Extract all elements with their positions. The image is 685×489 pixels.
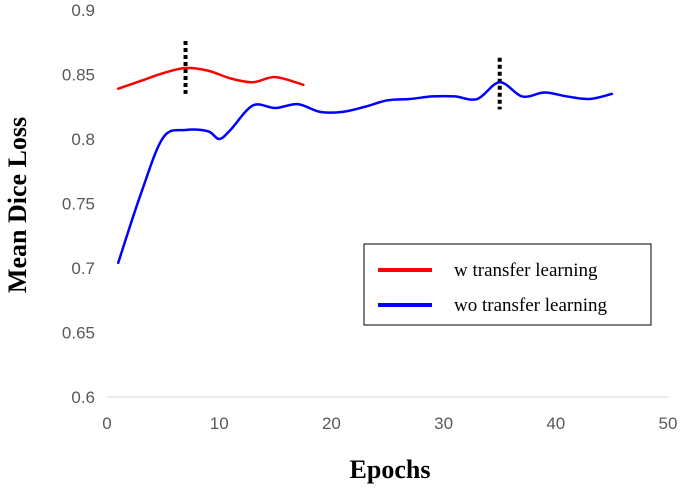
legend-label-wo-transfer: wo transfer learning xyxy=(454,295,607,316)
legend-box xyxy=(363,243,652,326)
y-tick-label: 0.8 xyxy=(71,130,95,149)
series-lines xyxy=(116,66,614,265)
epoch-markers xyxy=(183,40,502,110)
series-line-wo-transfer xyxy=(116,80,614,265)
legend-label-w-transfer: w transfer learning xyxy=(454,260,598,281)
y-tick-label: 0.65 xyxy=(62,324,95,343)
legend: w transfer learning wo transfer learning xyxy=(363,243,652,326)
series-line-w-transfer xyxy=(116,66,305,90)
x-axis-ticks: 0 10 20 30 40 50 xyxy=(102,414,677,433)
y-axis-ticks: 0.6 0.65 0.7 0.75 0.8 0.85 0.9 xyxy=(62,1,95,407)
y-axis-title: Mean Dice Loss xyxy=(3,117,32,293)
x-tick-label: 20 xyxy=(322,414,341,433)
x-tick-label: 10 xyxy=(210,414,229,433)
y-tick-label: 0.85 xyxy=(62,66,95,85)
y-tick-label: 0.6 xyxy=(71,388,95,407)
x-tick-label: 30 xyxy=(434,414,453,433)
x-axis-title: Epochs xyxy=(350,455,431,484)
y-tick-label: 0.9 xyxy=(71,1,95,20)
x-tick-label: 40 xyxy=(546,414,565,433)
y-tick-label: 0.75 xyxy=(62,195,95,214)
x-tick-label: 0 xyxy=(102,414,111,433)
x-tick-label: 50 xyxy=(659,414,678,433)
y-tick-label: 0.7 xyxy=(71,259,95,278)
